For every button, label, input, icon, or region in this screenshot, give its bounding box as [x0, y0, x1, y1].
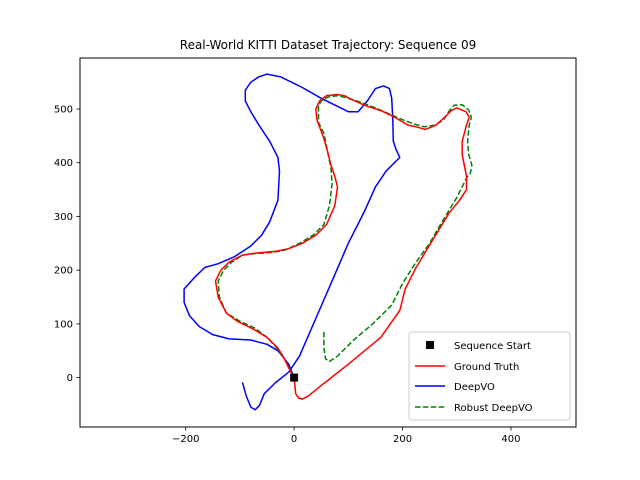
plot-area-frame: [79, 57, 577, 428]
y-tick-label: 300: [54, 212, 73, 223]
x-tick-label: 200: [393, 434, 412, 445]
series-line-deepvo: [183, 73, 401, 411]
y-tick-label: 100: [54, 319, 73, 330]
y-tick-label: 400: [54, 158, 73, 169]
y-tick-label: 500: [54, 105, 73, 116]
legend-marker-sequence-start: [426, 341, 434, 349]
legend-label-ground-truth: Ground Truth: [454, 362, 519, 373]
legend: Sequence Start Ground Truth DeepVO Robus…: [408, 331, 571, 421]
ticks-layer: −200 0 200 400 0 100 200 300 400 500: [54, 105, 521, 445]
legend-label-sequence-start: Sequence Start: [454, 341, 531, 352]
sequence-start-marker: [290, 373, 299, 382]
x-tick-label: 0: [291, 434, 297, 445]
y-tick-label: 200: [54, 266, 73, 277]
legend-frame: [408, 331, 571, 421]
x-tick-label: −200: [172, 434, 199, 445]
series-line-ground-truth: [214, 93, 470, 400]
chart-title: Real-World KITTI Dataset Trajectory: Seq…: [180, 38, 476, 52]
x-tick-label: 400: [501, 434, 520, 445]
legend-label-robust-deepvo: Robust DeepVO: [454, 403, 533, 414]
y-tick-label: 0: [67, 373, 73, 384]
legend-label-deepvo: DeepVO: [454, 382, 495, 393]
series-layer: [183, 73, 473, 411]
